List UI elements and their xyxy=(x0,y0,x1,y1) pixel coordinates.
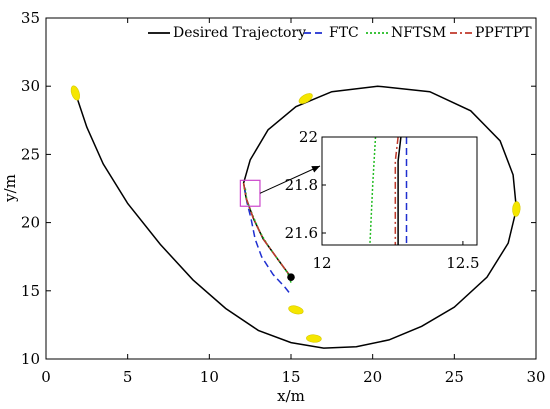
vessel-marker-5 xyxy=(288,305,304,315)
series-ppftpt xyxy=(242,182,292,278)
x-tick-label: 30 xyxy=(526,368,545,386)
series-nftsm xyxy=(244,188,292,283)
legend-label-ftc: FTC xyxy=(329,25,359,41)
inset-series-ppftpt xyxy=(394,137,399,245)
vessel-marker-3 xyxy=(512,201,521,217)
x-tick-label: 0 xyxy=(41,368,51,386)
x-axis-label: x/m xyxy=(277,387,305,405)
y-axis-label: y/m xyxy=(1,174,19,203)
inset-y-tick-label: 21.8 xyxy=(285,176,318,194)
main-axis-ticks: 0 5 10 15 20 25 30 10 15 20 25 30 35 xyxy=(21,9,546,386)
legend-label-desired-trajectory: Desired Trajectory xyxy=(173,25,306,41)
legend-label-nftsm: NFTSM xyxy=(391,25,446,41)
y-tick-label: 15 xyxy=(21,282,40,300)
x-tick-label: 15 xyxy=(281,368,300,386)
inset-series-nftsm xyxy=(369,137,377,245)
start-point-marker xyxy=(287,273,295,281)
x-tick-label: 25 xyxy=(445,368,464,386)
inset-plot-area xyxy=(369,137,408,245)
main-overlays xyxy=(70,85,521,343)
y-tick-label: 30 xyxy=(21,77,40,95)
main-plot-area xyxy=(74,85,518,349)
x-tick-label: 5 xyxy=(123,368,133,386)
y-tick-label: 35 xyxy=(21,9,40,27)
y-tick-label: 25 xyxy=(21,145,40,163)
vessel-marker-1 xyxy=(70,85,80,101)
inset-x-tick-label: 12.5 xyxy=(446,254,479,272)
y-tick-label: 20 xyxy=(21,214,40,232)
x-tick-label: 20 xyxy=(363,368,382,386)
x-tick-label: 10 xyxy=(200,368,219,386)
zoom-arrow xyxy=(259,165,321,194)
inset-x-tick-label: 12 xyxy=(312,254,331,272)
vessel-marker-4 xyxy=(306,334,322,343)
inset-y-tick-label: 22 xyxy=(299,128,318,146)
inset-axis-ticks: 12 12.5 21.6 21.8 22 xyxy=(285,128,480,272)
legend-label-ppftpt: PPFTPT xyxy=(475,25,532,41)
inset-y-tick-label: 21.6 xyxy=(285,224,318,242)
legend: Desired Trajectory FTC NFTSM PPFTPT xyxy=(148,25,532,41)
zoom-arrow-head xyxy=(311,166,320,173)
vessel-marker-2 xyxy=(298,93,313,104)
inset-frame xyxy=(321,136,478,246)
series-desired-trajectory xyxy=(74,85,518,349)
inset-series-desired-trajectory xyxy=(397,137,402,245)
y-tick-label: 10 xyxy=(21,350,40,368)
